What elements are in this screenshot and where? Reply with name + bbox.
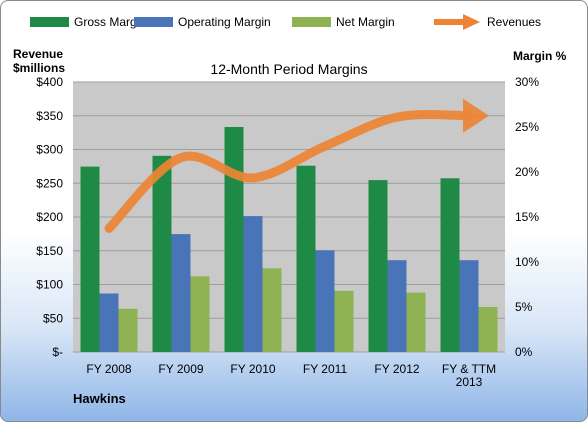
gross-margin-bar — [80, 166, 100, 352]
gross-margin-bar — [224, 127, 244, 352]
legend-gross-margin-swatch — [30, 17, 69, 27]
category-label: FY & TTM — [442, 362, 496, 376]
left-tick-label: $150 — [36, 244, 63, 258]
operating-margin-bar — [387, 260, 407, 352]
right-tick-label: 25% — [515, 120, 539, 134]
category-label: FY 2011 — [303, 362, 348, 376]
left-tick-label: $250 — [36, 176, 63, 190]
left-tick-label: $300 — [36, 143, 63, 157]
net-margin-bar — [190, 276, 210, 352]
legend-revenues-arrowhead — [463, 14, 480, 30]
right-tick-label: 0% — [515, 345, 533, 359]
right-tick-label: 5% — [515, 300, 533, 314]
left-tick-label: $100 — [36, 278, 63, 292]
net-margin-bar — [478, 307, 498, 352]
revenues-line — [104, 110, 474, 233]
left-axis-title: Revenue — [13, 47, 63, 61]
legend-operating-margin-swatch — [134, 17, 173, 27]
gross-margin-bar — [296, 165, 316, 352]
right-tick-label: 20% — [515, 165, 539, 179]
category-label: FY 2010 — [230, 362, 275, 376]
net-margin-bar — [262, 268, 282, 352]
legend-operating-margin-label: Operating Margin — [178, 15, 271, 29]
footer-label: Hawkins — [73, 391, 126, 406]
left-tick-label: $200 — [36, 210, 63, 224]
left-tick-label: $50 — [43, 311, 63, 325]
gross-margin-bar — [440, 178, 460, 352]
right-tick-label: 15% — [515, 210, 539, 224]
left-tick-label: $- — [52, 345, 63, 359]
operating-margin-bar — [243, 216, 263, 352]
category-label: FY 2012 — [374, 362, 419, 376]
right-tick-label: 30% — [515, 75, 539, 89]
left-tick-label: $400 — [36, 75, 63, 89]
net-margin-bar — [118, 308, 138, 352]
chart-title: 12-Month Period Margins — [210, 61, 367, 77]
right-axis-title: Margin % — [513, 49, 567, 63]
legend-net-margin-swatch — [292, 17, 331, 27]
net-margin-bar — [334, 290, 354, 352]
left-tick-label: $350 — [36, 109, 63, 123]
left-axis-title: $millions — [13, 61, 65, 75]
category-label: 2013 — [456, 375, 483, 389]
legend-net-margin-label: Net Margin — [336, 15, 395, 29]
operating-margin-bar — [171, 234, 191, 352]
category-label: FY 2008 — [86, 362, 131, 376]
operating-margin-bar — [99, 293, 119, 352]
legend-gross-margin-label: Gross Margin — [74, 15, 146, 29]
gross-margin-bar — [368, 180, 388, 352]
operating-margin-bar — [459, 260, 479, 352]
net-margin-bar — [406, 292, 426, 352]
legend-revenues-label: Revenues — [487, 15, 541, 29]
revenues-arrowhead — [463, 98, 489, 133]
right-tick-label: 10% — [515, 255, 539, 269]
operating-margin-bar — [315, 250, 335, 352]
category-label: FY 2009 — [158, 362, 203, 376]
gross-margin-bar — [152, 155, 172, 352]
